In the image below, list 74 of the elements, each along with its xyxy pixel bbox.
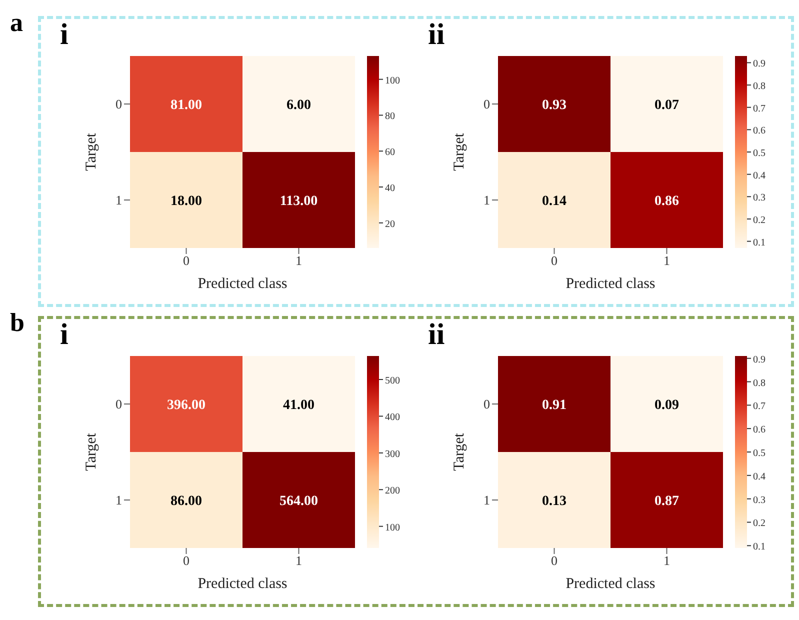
data-label: 0.86	[654, 194, 679, 209]
x-tick-label: 1	[664, 553, 670, 568]
y-tick-label: 1	[484, 192, 490, 208]
data-label: 0.07	[654, 98, 679, 113]
data-label: 564.00	[280, 494, 318, 509]
color-bar-label: 20	[385, 218, 395, 230]
x-tick-label: 1	[664, 253, 670, 268]
y-tick-label: 0	[116, 96, 122, 112]
y-tick-label: 1	[116, 492, 122, 508]
data-label: 113.00	[280, 194, 318, 209]
color-bar-label: 0.7	[753, 401, 766, 412]
data-label: 86.00	[170, 494, 202, 509]
data-label: 0.14	[542, 194, 566, 209]
data-label: 41.00	[283, 398, 314, 413]
color-bar-label: 0.2	[753, 518, 766, 530]
data-label: 81.00	[170, 98, 202, 113]
color-bar-label: 0.6	[753, 424, 766, 436]
color-bar-label: 40	[385, 182, 395, 194]
data-label: 396.00	[167, 398, 206, 413]
y-tick-label: 0	[484, 396, 490, 412]
x-tick-label: 1	[296, 553, 302, 568]
color-bar-label: 0.8	[753, 81, 766, 92]
color-bar-label: 100	[385, 75, 400, 86]
data-label: 6.00	[286, 98, 311, 113]
color-bar-label: 0.1	[753, 542, 766, 553]
data-label: 0.87	[654, 494, 679, 509]
color-bar-label: 0.4	[753, 170, 766, 182]
chart-title: ii	[428, 18, 445, 52]
y-tick-label: 0	[484, 96, 490, 112]
data-label: 0.91	[542, 398, 566, 413]
text: a	[10, 8, 23, 38]
color-bar-label: 0.1	[753, 237, 766, 248]
color-bar-label: 300	[385, 448, 400, 460]
y-axis-title: Target	[83, 132, 100, 171]
color-bar-label: 0.8	[753, 378, 766, 389]
color-bar-label: 500	[385, 375, 400, 386]
color-bar-label: 0.4	[753, 471, 766, 482]
y-axis-title: Target	[451, 432, 468, 471]
color-bar-label: 0.3	[753, 494, 766, 506]
chart-title: i	[60, 18, 68, 52]
color-bar-label: 60	[385, 147, 395, 158]
x-tick-label: 0	[551, 253, 558, 268]
y-tick-label: 1	[484, 492, 490, 508]
color-bar-label: 0.7	[753, 103, 766, 114]
y-tick-label: 1	[116, 192, 122, 208]
x-axis-title: Predicted class	[198, 276, 288, 292]
color-bar-label: 0.3	[753, 192, 766, 204]
x-tick-label: 1	[296, 253, 302, 268]
data-label: 0.13	[542, 494, 566, 509]
x-tick-label: 0	[183, 253, 190, 268]
chart-title: i	[60, 318, 68, 352]
color-bar-label: 80	[385, 111, 395, 122]
data-label: 0.93	[542, 98, 566, 113]
color-bar-label: 0.5	[753, 148, 766, 159]
x-axis-title: Predicted class	[566, 576, 656, 592]
text: b	[10, 308, 24, 338]
y-axis-title: Target	[83, 432, 100, 471]
y-axis-title: Target	[451, 132, 468, 171]
x-tick-label: 0	[551, 553, 558, 568]
color-bar-label: 0.6	[753, 126, 766, 137]
color-bar-label: 0.9	[753, 354, 766, 366]
chart-title: ii	[428, 318, 445, 352]
x-axis-title: Predicted class	[198, 576, 288, 592]
data-label: 18.00	[170, 194, 202, 209]
color-bar-label: 400	[385, 412, 400, 424]
color-bar-label: 0.2	[753, 214, 766, 226]
color-bar-label: 0.9	[753, 58, 766, 70]
color-bar-label: 200	[385, 486, 400, 497]
color-bar-label: 100	[385, 522, 400, 534]
data-label: 0.09	[654, 398, 679, 413]
x-tick-label: 0	[183, 553, 190, 568]
x-axis-title: Predicted class	[566, 276, 656, 292]
y-tick-label: 0	[116, 396, 122, 412]
color-bar-label: 0.5	[753, 448, 766, 459]
